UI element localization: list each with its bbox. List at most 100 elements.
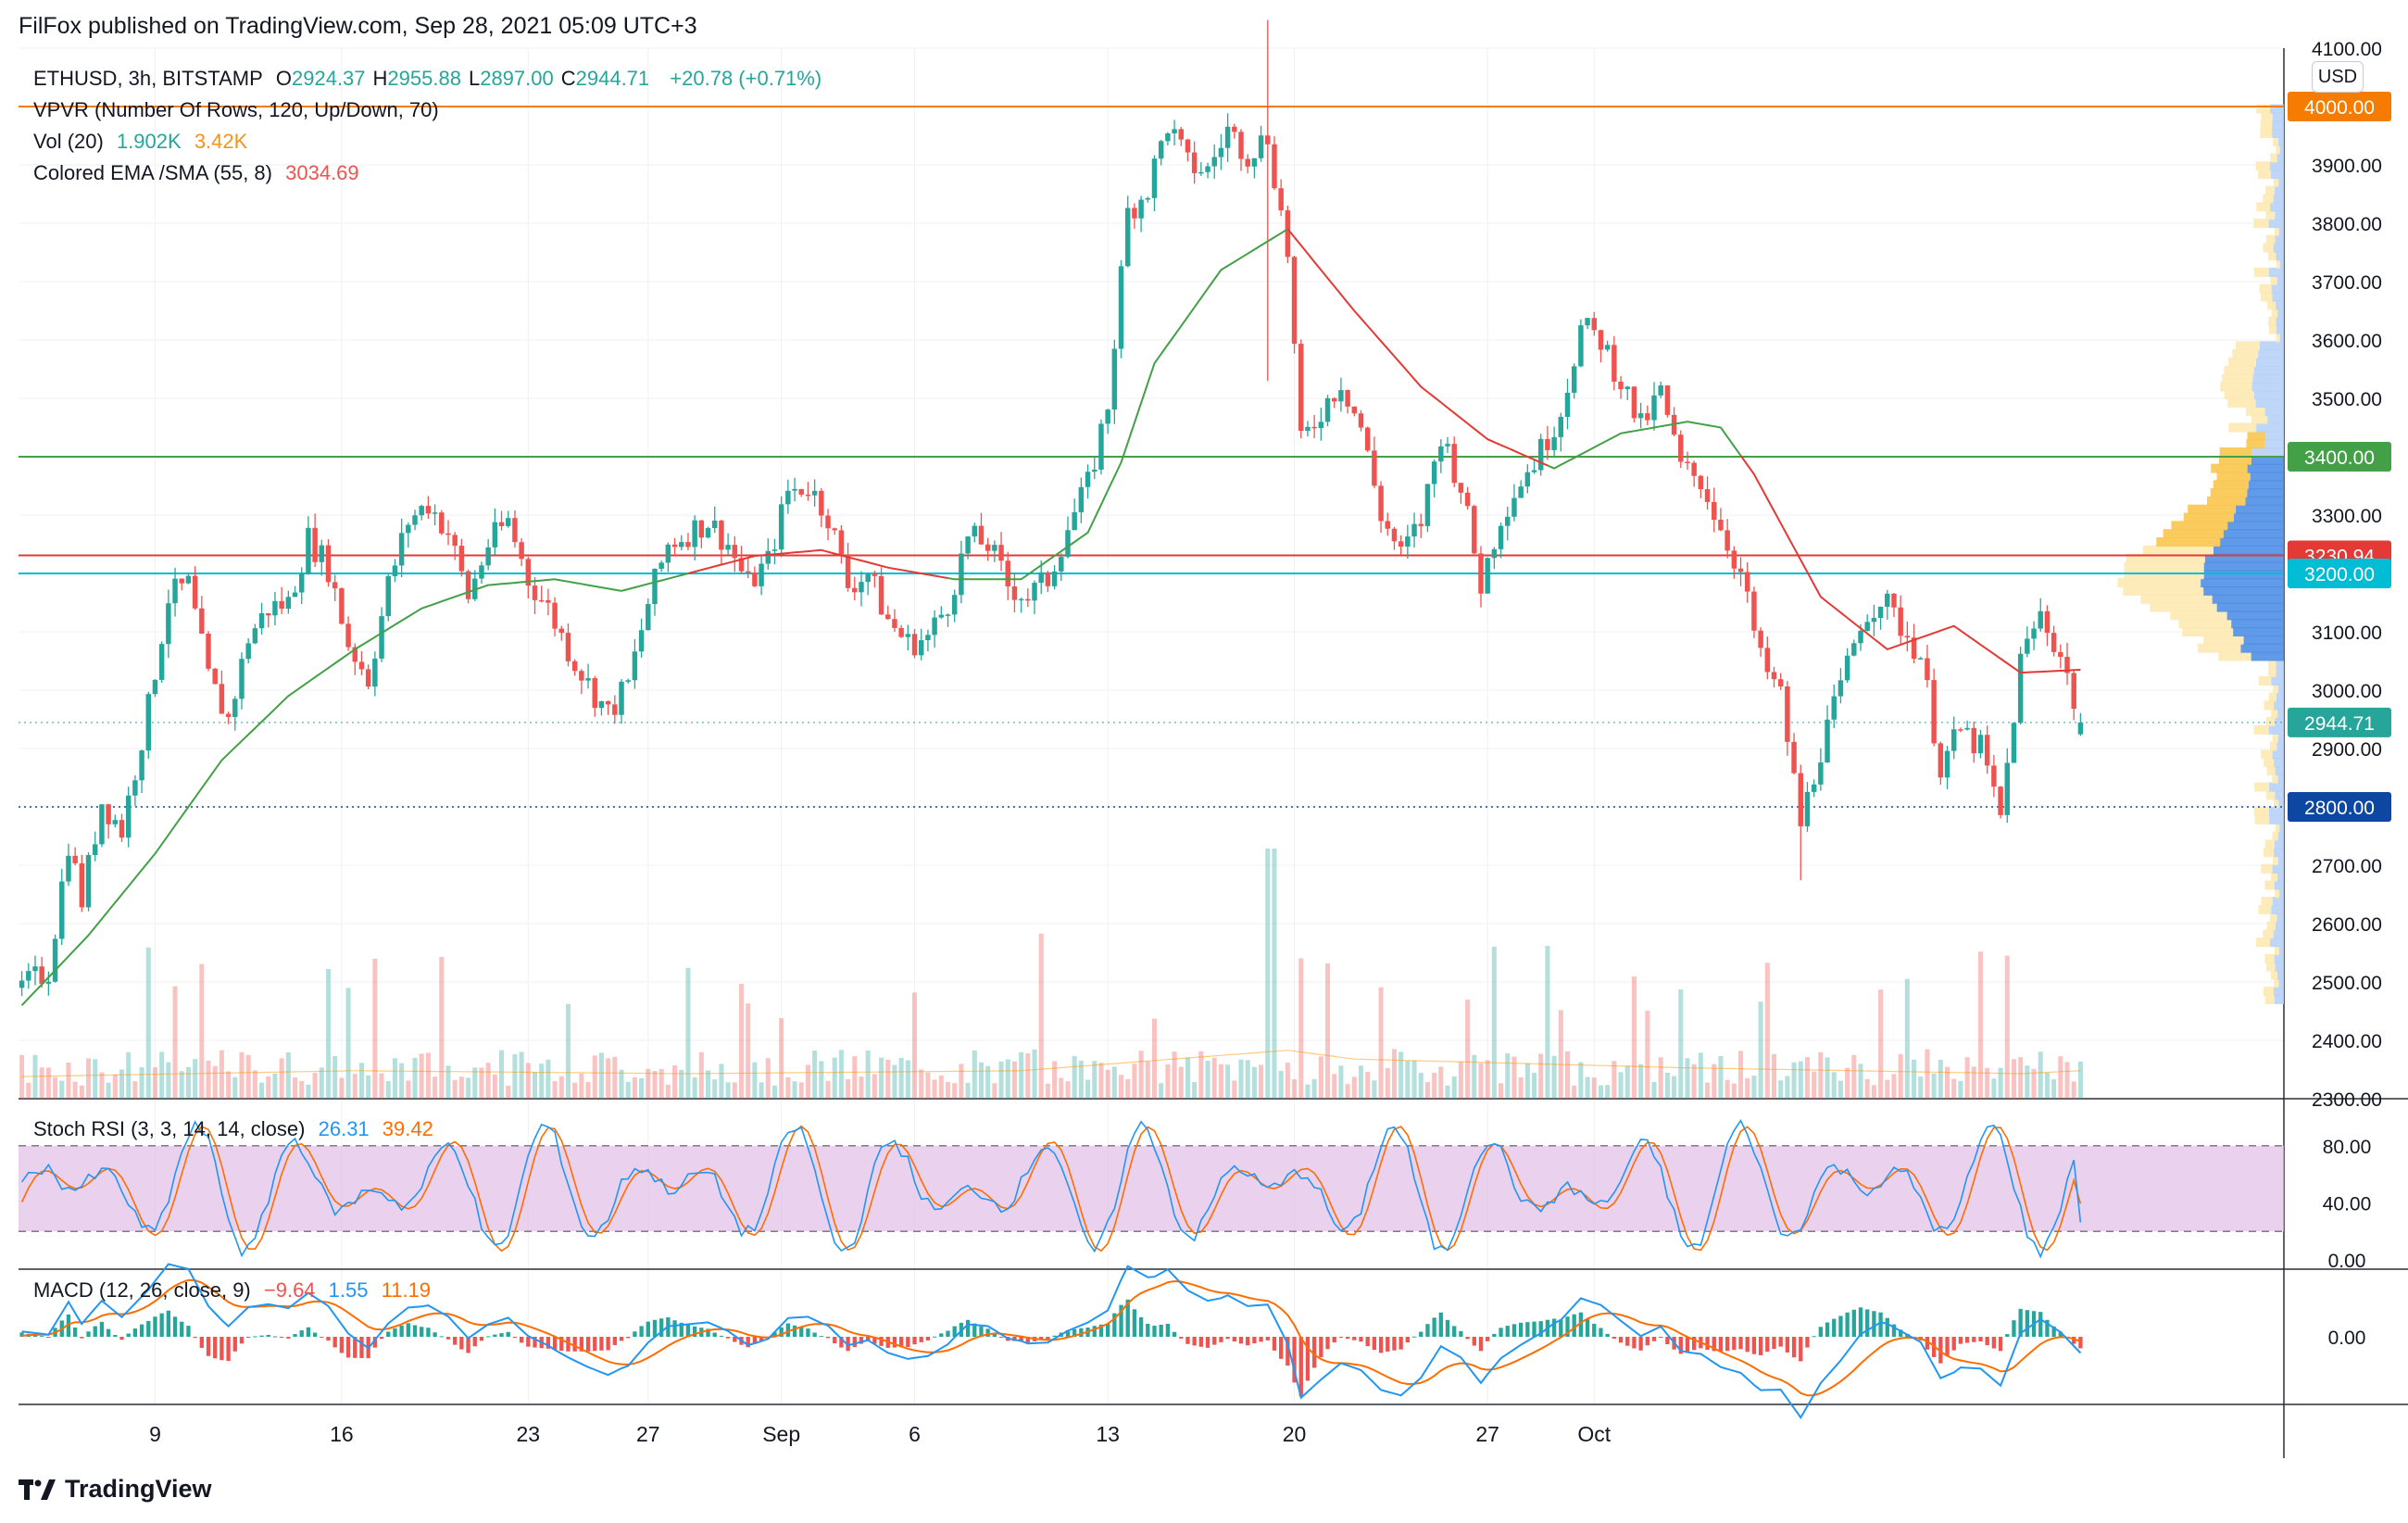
candle-body[interactable] <box>1698 475 1704 490</box>
candle-body[interactable] <box>1612 345 1617 382</box>
candle-body[interactable] <box>1691 462 1697 476</box>
candle-body[interactable] <box>92 844 98 856</box>
candle-body[interactable] <box>692 520 697 548</box>
vpvr-legend[interactable]: VPVR (Number Of Rows, 120, Up/Down, 70) <box>33 98 446 122</box>
candle-body[interactable] <box>1631 386 1637 419</box>
candle-body[interactable] <box>605 700 611 705</box>
candle-body[interactable] <box>1837 680 1844 697</box>
candle-body[interactable] <box>598 700 605 709</box>
candle-body[interactable] <box>1418 523 1423 526</box>
candle-body[interactable] <box>266 613 271 616</box>
candle-body[interactable] <box>1045 572 1051 586</box>
stoch-rsi-label[interactable]: Stoch RSI (3, 3, 14, 14, close) <box>33 1117 306 1140</box>
candle-body[interactable] <box>1092 469 1097 472</box>
candle-body[interactable] <box>425 506 432 514</box>
candle-body[interactable] <box>465 571 471 599</box>
candle-body[interactable] <box>1904 636 1911 638</box>
candle-body[interactable] <box>1877 606 1884 619</box>
candle-body[interactable] <box>1111 348 1118 410</box>
candle-body[interactable] <box>532 585 538 600</box>
candle-body[interactable] <box>865 573 871 583</box>
candle-body[interactable] <box>119 820 125 838</box>
candle-body[interactable] <box>1291 257 1298 345</box>
candle-body[interactable] <box>1624 386 1630 390</box>
candle-body[interactable] <box>2017 653 2024 724</box>
candle-body[interactable] <box>85 855 92 908</box>
candle-body[interactable] <box>1844 655 1850 681</box>
candle-body[interactable] <box>225 713 232 717</box>
candle-body[interactable] <box>1032 583 1037 601</box>
candle-body[interactable] <box>811 490 818 496</box>
candle-body[interactable] <box>439 512 445 534</box>
candle-body[interactable] <box>1105 409 1110 424</box>
candle-body[interactable] <box>1891 593 1897 608</box>
candle-body[interactable] <box>1124 208 1131 267</box>
candle-body[interactable] <box>392 565 398 576</box>
candle-body[interactable] <box>1811 784 1817 792</box>
currency-button[interactable]: USD <box>2312 61 2364 93</box>
candle-body[interactable] <box>1258 135 1264 158</box>
candle-body[interactable] <box>845 554 851 588</box>
candle-body[interactable] <box>345 623 351 648</box>
candle-body[interactable] <box>66 855 71 882</box>
candle-body[interactable] <box>279 600 284 610</box>
candle-body[interactable] <box>671 544 678 548</box>
candle-body[interactable] <box>945 614 951 616</box>
macd-label[interactable]: MACD (12, 26, close, 9) <box>33 1278 251 1302</box>
candle-body[interactable] <box>1585 318 1590 326</box>
candle-body[interactable] <box>1558 416 1564 437</box>
candle-body[interactable] <box>725 545 731 550</box>
volume-label[interactable]: Vol (20) <box>33 130 104 153</box>
candle-body[interactable] <box>1498 525 1504 549</box>
candle-body[interactable] <box>1005 560 1010 586</box>
candle-body[interactable] <box>199 608 205 635</box>
candle-body[interactable] <box>1132 208 1137 219</box>
candle-body[interactable] <box>1238 132 1244 159</box>
candle-body[interactable] <box>1298 344 1304 432</box>
candle-body[interactable] <box>638 630 645 652</box>
candle-body[interactable] <box>352 647 358 662</box>
candle-body[interactable] <box>1391 528 1398 542</box>
candle-body[interactable] <box>1065 530 1071 558</box>
candle-body[interactable] <box>1798 773 1804 826</box>
candle-body[interactable] <box>798 488 804 495</box>
candle-body[interactable] <box>805 494 811 497</box>
candle-body[interactable] <box>192 575 198 609</box>
candle-body[interactable] <box>892 619 897 628</box>
candle-body[interactable] <box>1598 330 1604 350</box>
candle-body[interactable] <box>579 671 584 681</box>
candle-body[interactable] <box>1445 444 1450 447</box>
candle-body[interactable] <box>179 578 184 584</box>
candle-body[interactable] <box>1604 345 1611 350</box>
candle-body[interactable] <box>306 527 311 574</box>
candle-body[interactable] <box>1078 486 1085 512</box>
candle-body[interactable] <box>332 582 338 589</box>
candle-body[interactable] <box>1138 199 1144 219</box>
candle-body[interactable] <box>1731 550 1737 569</box>
candle-body[interactable] <box>1531 470 1537 472</box>
candle-body[interactable] <box>245 643 251 660</box>
candle-body[interactable] <box>1864 622 1870 631</box>
candle-body[interactable] <box>406 524 411 534</box>
candle-body[interactable] <box>479 565 484 579</box>
symbol-name[interactable]: ETHUSD, 3h, BITSTAMP <box>33 67 263 90</box>
candle-body[interactable] <box>1704 489 1711 502</box>
candle-body[interactable] <box>2071 673 2076 710</box>
candle-body[interactable] <box>1191 152 1198 173</box>
candle-body[interactable] <box>1651 395 1657 421</box>
candle-body[interactable] <box>445 533 451 535</box>
candle-body[interactable] <box>1537 438 1544 471</box>
candle-body[interactable] <box>372 658 378 687</box>
candle-body[interactable] <box>752 572 758 586</box>
candle-body[interactable] <box>1724 530 1730 551</box>
candle-body[interactable] <box>1172 129 1177 133</box>
candle-body[interactable] <box>232 699 238 717</box>
candle-body[interactable] <box>1505 516 1511 526</box>
candle-body[interactable] <box>558 628 565 634</box>
candle-body[interactable] <box>585 678 591 681</box>
candle-body[interactable] <box>2025 638 2030 654</box>
candle-body[interactable] <box>665 544 671 563</box>
candle-body[interactable] <box>1918 658 1924 660</box>
candle-body[interactable] <box>738 558 745 572</box>
